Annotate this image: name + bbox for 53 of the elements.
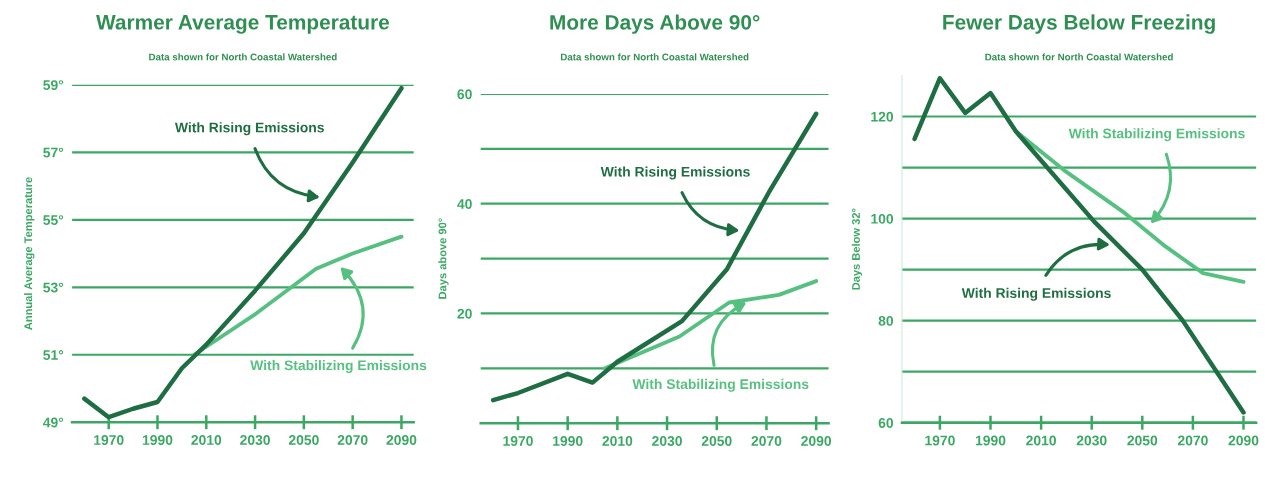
- y-tick-label: 20: [457, 308, 472, 319]
- chart-title: Fewer Days Below Freezing: [943, 14, 1215, 34]
- y-tick-label: 60: [878, 418, 894, 428]
- line-series: [602, 279, 819, 371]
- x-tick-label: 2010: [1026, 435, 1056, 446]
- x-tick-label: 1970: [94, 435, 124, 445]
- x-tick-label: 2030: [652, 436, 682, 446]
- legend-label: With Rising Emissions: [961, 287, 1111, 301]
- x-tick-label: 2050: [288, 435, 319, 445]
- x-tick-label: 2070: [337, 435, 368, 445]
- x-tick-label: 2030: [1076, 435, 1107, 446]
- y-axis-title: Annual Average Temperature: [24, 177, 35, 330]
- chart-subtitle: Data shown for North Coastal Watershed: [560, 53, 749, 61]
- y-tick-label: 49°: [42, 417, 64, 428]
- x-tick-label: 1970: [503, 436, 533, 446]
- x-tick-label: 2090: [801, 436, 832, 446]
- x-tick-label: 2050: [1127, 435, 1158, 446]
- y-tick-label: 55°: [43, 215, 64, 225]
- chart-title: More Days Above 90°: [550, 14, 760, 34]
- line-series: [192, 234, 404, 357]
- series-label: With Stabilizing Emissions: [632, 378, 809, 392]
- x-tick-label: 2030: [240, 435, 270, 445]
- chart-subtitle: Data shown for North Coastal Watershed: [985, 53, 1173, 61]
- x-tick-label: 2090: [386, 435, 417, 445]
- y-tick-label: 80: [878, 315, 894, 326]
- y-tick-label: 57°: [43, 147, 64, 158]
- text: With Stabilizing Emissions: [250, 360, 427, 374]
- text: With Rising Emissions: [174, 122, 324, 136]
- chart-title: Warmer Average Temperature: [96, 15, 390, 34]
- x-tick-label: 1990: [553, 436, 583, 446]
- series-label: With Rising Emissions: [600, 166, 750, 180]
- y-tick-label: 51°: [43, 350, 64, 360]
- y-tick-label: 53°: [43, 282, 64, 293]
- x-tick-label: 2010: [602, 436, 633, 446]
- x-tick-label: 1990: [975, 435, 1006, 446]
- y-tick-label: 60: [457, 89, 472, 100]
- x-tick-label: 2070: [751, 436, 782, 446]
- x-tick-label: 2010: [191, 435, 222, 445]
- x-tick-label: 1990: [142, 435, 173, 445]
- x-tick-label: 1970: [925, 435, 955, 446]
- line-series: [490, 111, 819, 403]
- line-series: [912, 76, 1246, 415]
- series-label: With Stabilizing Emissions: [1068, 128, 1245, 142]
- x-tick-label: 2050: [701, 436, 732, 446]
- chart-subtitle: Data shown for North Coastal Watershed: [149, 53, 337, 61]
- y-tick-label: 120: [871, 111, 894, 122]
- y-axis-title: Days Below 32°: [851, 208, 863, 290]
- x-tick-label: 2090: [1228, 435, 1259, 446]
- y-tick-label: 40: [457, 199, 472, 209]
- y-axis-title: Days above 90°: [438, 218, 449, 299]
- y-tick-label: 100: [871, 213, 894, 224]
- x-tick-label: 2070: [1177, 435, 1208, 446]
- y-tick-label: 59°: [43, 80, 64, 90]
